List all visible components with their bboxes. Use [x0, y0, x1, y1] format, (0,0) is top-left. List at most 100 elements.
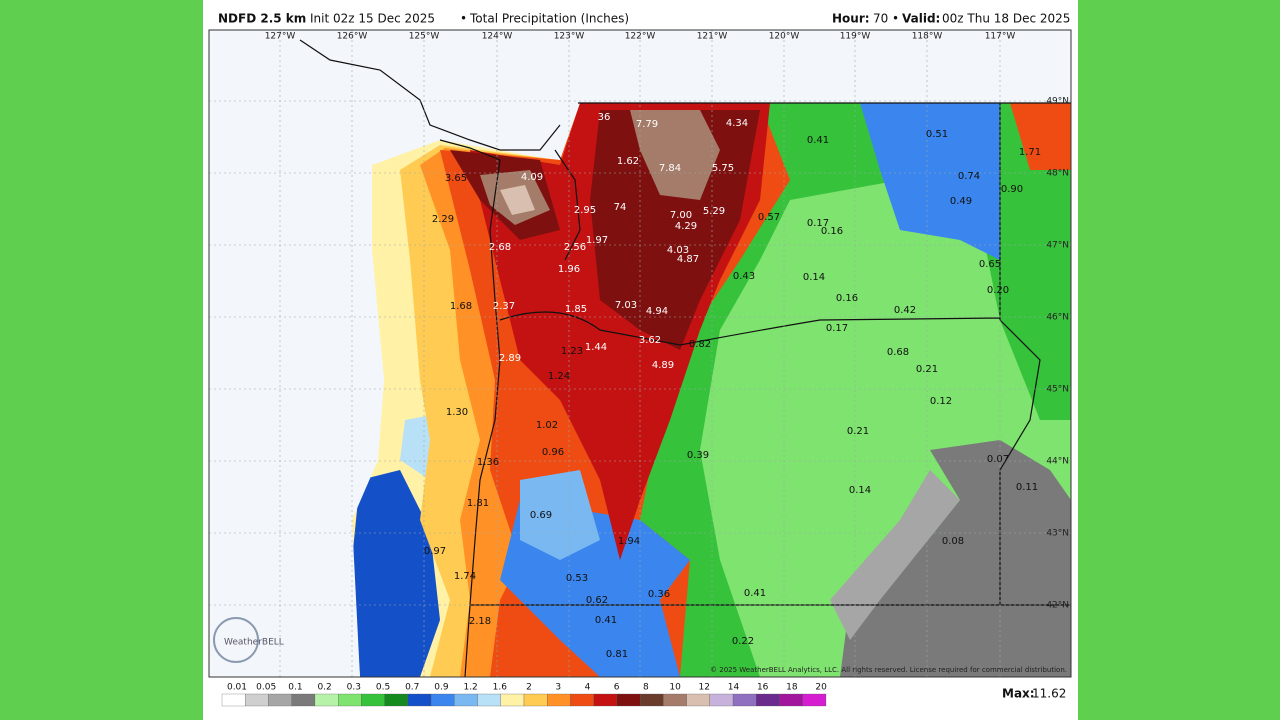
precip-label: 2.68 — [489, 242, 511, 253]
precip-label: 2.29 — [432, 214, 454, 225]
max-label: Max: — [1002, 687, 1035, 701]
longitude-label: 122°W — [625, 32, 656, 42]
logo: WeatherBELL — [224, 638, 284, 648]
precip-label: 0.53 — [566, 573, 588, 584]
longitude-label: 118°W — [912, 32, 943, 42]
colorbar-swatch — [500, 693, 525, 707]
precip-label: 0.21 — [847, 426, 869, 437]
precip-label: 0.07 — [987, 454, 1009, 465]
precip-label: 0.65 — [979, 259, 1001, 270]
field: Total Precipitation (Inches) — [469, 12, 629, 26]
precip-label: 1.44 — [585, 342, 607, 353]
colorbar-swatch — [640, 693, 664, 707]
colorbar-swatch — [314, 693, 339, 707]
colorbar-label: 14 — [728, 683, 740, 693]
colorbar-label: 8 — [643, 683, 649, 693]
hour: 70 — [873, 12, 888, 26]
colorbar-label: 6 — [614, 683, 620, 693]
precip-area — [1010, 103, 1071, 170]
precip-label: 0.51 — [926, 129, 948, 140]
colorbar-swatch — [361, 693, 385, 707]
product: NDFD 2.5 km — [218, 12, 306, 26]
precip-label: 0.82 — [689, 339, 711, 350]
longitude-label: 117°W — [985, 32, 1016, 42]
separator: • — [892, 12, 899, 26]
latitude-label: 49°N — [1046, 97, 1069, 107]
colorbar-label: 1.2 — [463, 683, 477, 693]
colorbar-swatch — [454, 693, 478, 707]
precip-label: 0.41 — [595, 615, 617, 626]
precip-label: 1.68 — [450, 301, 472, 312]
longitude-label: 123°W — [554, 32, 585, 42]
colorbar-label: 0.7 — [405, 683, 419, 693]
logo-ring — [213, 617, 259, 663]
precip-label: 0.41 — [744, 588, 766, 599]
precip-label: 0.97 — [424, 546, 446, 557]
precip-area — [352, 470, 440, 677]
colorbar-label: 0.05 — [256, 683, 276, 693]
colorbar-label: 0.1 — [288, 683, 302, 693]
precip-area — [860, 103, 1000, 260]
precip-label: 4.89 — [652, 360, 674, 371]
latitude-label: 48°N — [1046, 169, 1069, 179]
precip-label: 2.37 — [493, 301, 515, 312]
colorbar-label: 4 — [585, 683, 591, 693]
hour-label: Hour: — [832, 12, 870, 26]
precip-label: 0.12 — [930, 396, 952, 407]
colorbar-swatch — [221, 693, 246, 707]
colorbar-swatch — [268, 693, 292, 707]
precip-label: 5.75 — [712, 163, 734, 174]
precip-label: 0.20 — [987, 285, 1009, 296]
precip-label: 0.36 — [648, 589, 670, 600]
valid-label: Valid: — [902, 12, 940, 26]
precip-label: 1.96 — [558, 264, 580, 275]
colorbar-swatch — [570, 693, 594, 707]
colorbar-swatch — [756, 693, 780, 707]
longitude-label: 126°W — [337, 32, 368, 42]
copyright: © 2025 WeatherBELL Analytics, LLC. All r… — [710, 666, 1067, 674]
colorbar-swatch — [523, 693, 548, 707]
precip-label: 0.49 — [950, 196, 972, 207]
colorbar-swatch — [384, 693, 408, 707]
precip-label: 0.39 — [687, 450, 709, 461]
colorbar-label: 2 — [526, 683, 532, 693]
precip-label: 0.74 — [958, 171, 980, 182]
colorbar-swatch — [593, 693, 618, 707]
precip-label: 0.16 — [836, 293, 858, 304]
colorbar-swatch — [732, 693, 757, 707]
longitude-label: 120°W — [769, 32, 800, 42]
colorbar-label: 18 — [786, 683, 798, 693]
coastline — [299, 39, 581, 677]
colorbar-swatch — [547, 693, 571, 707]
latitude-label: 45°N — [1046, 385, 1069, 395]
colorbar-label: 0.3 — [347, 683, 361, 693]
colorbar-label: 0.5 — [376, 683, 390, 693]
valid: 00z Thu 18 Dec 2025 — [942, 12, 1070, 26]
colorbar-swatch — [709, 693, 734, 707]
colorbar-swatch — [430, 693, 455, 707]
colorbar-label: 20 — [815, 683, 827, 693]
latitude-label: 44°N — [1046, 457, 1069, 467]
latitude-label: 42°N — [1046, 601, 1069, 611]
colorbar-swatch — [686, 693, 710, 707]
precip-area — [830, 470, 960, 640]
precip-label: 0.90 — [1001, 184, 1023, 195]
precip-label: 0.21 — [916, 364, 938, 375]
map — [209, 30, 1071, 677]
colorbar-label: 0.01 — [227, 683, 247, 693]
precip-label: 0.69 — [530, 510, 552, 521]
precip-area — [630, 110, 720, 200]
precip-label: 1.74 — [454, 571, 476, 582]
precip-label: 1.97 — [586, 235, 608, 246]
precip-label: 0.62 — [586, 595, 608, 606]
precip-label: 0.17 — [826, 323, 848, 334]
precip-label: 0.42 — [894, 305, 916, 316]
precip-label: 0.22 — [732, 636, 754, 647]
precip-label: 1.30 — [446, 407, 468, 418]
precip-label: 7.84 — [659, 163, 681, 174]
colorbar-swatch — [779, 693, 803, 707]
precip-label: 4.09 — [521, 172, 543, 183]
colorbar-swatch — [663, 693, 687, 707]
